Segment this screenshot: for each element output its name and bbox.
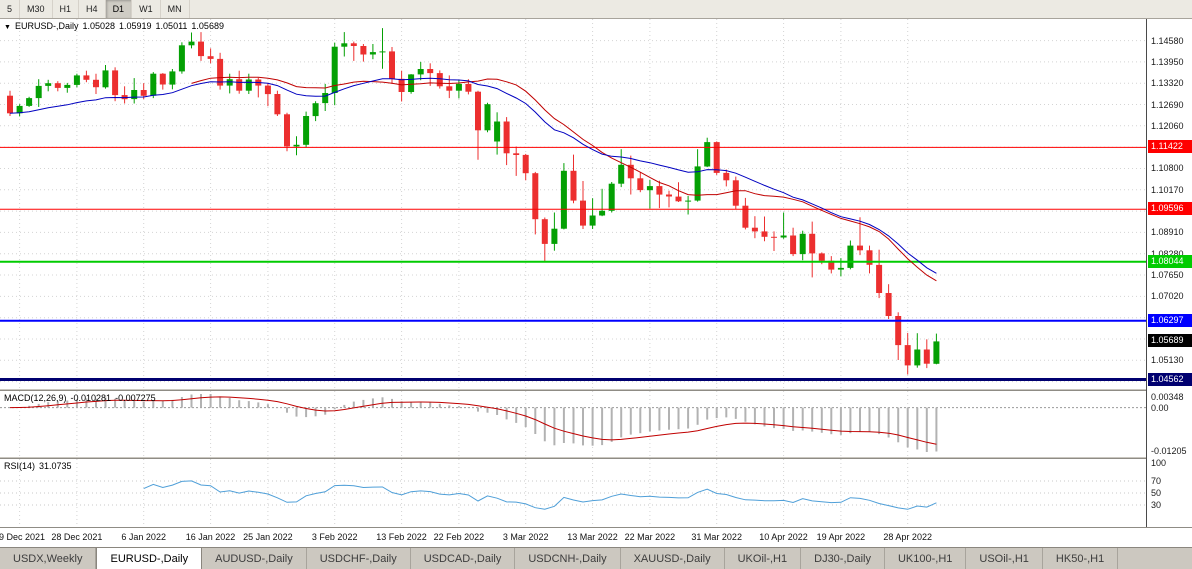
chart-tab-ukoil-h1[interactable]: UKOil-,H1 <box>725 548 802 569</box>
price-tick: 1.13320 <box>1151 78 1184 89</box>
timeframe-button-5[interactable]: 5 <box>0 0 21 18</box>
date-label: 22 Feb 2022 <box>433 532 485 542</box>
symbol-label: EURUSD-,Daily <box>14 21 79 31</box>
price-tick: 1.14580 <box>1151 35 1184 46</box>
date-label: 10 Apr 2022 <box>759 532 808 542</box>
chart-tabs: USDX,Weekly EURUSD-,Daily AUDUSD-,Daily USD… <box>0 547 1192 569</box>
macd-indicator-label: MACD(12,26,9) -0.010281 -0.007275 <box>4 393 160 403</box>
macd-axis-min: -0.01205 <box>1151 446 1187 456</box>
pane-splitter-macd[interactable] <box>0 389 1192 391</box>
macd-axis-max: 0.00348 <box>1151 392 1184 402</box>
chart-tab-xauusd-daily[interactable]: XAUUSD-,Daily <box>621 548 725 569</box>
rsi-indicator-label: RSI(14) 31.0735 <box>4 461 76 471</box>
price-tick: 1.13950 <box>1151 56 1184 67</box>
timeframe-button-mn[interactable]: MN <box>161 0 190 18</box>
chart-tab-uk100-h1[interactable]: UK100-,H1 <box>885 548 967 569</box>
chart-tab-dj30-daily[interactable]: DJ30-,Daily <box>801 548 885 569</box>
timeframe-button-h4[interactable]: H4 <box>79 0 106 18</box>
price-tick: 1.05130 <box>1151 355 1184 366</box>
date-label: 28 Apr 2022 <box>883 532 932 542</box>
price-tick: 1.07020 <box>1151 291 1184 302</box>
date-label: 16 Jan 2022 <box>185 532 236 542</box>
macd-axis-zero: 0.00 <box>1151 402 1169 413</box>
chart-tab-audusd-daily[interactable]: AUDUSD-,Daily <box>202 548 307 569</box>
chart-ohlc-label: ▼ EURUSD-,Daily 1.05028 1.05919 1.05011 1.056… <box>4 21 228 31</box>
rsi-axis-tick: 100 <box>1151 458 1167 468</box>
chart-tab-usdcad-daily[interactable]: USDCAD-,Daily <box>411 548 516 569</box>
price-tick: 1.08280 <box>1151 249 1184 259</box>
date-label: 6 Jan 2022 <box>121 532 166 542</box>
timeframe-button-h1[interactable]: H1 <box>53 0 80 18</box>
macd-name: MACD(12,26,9) <box>4 393 67 403</box>
open-value: 1.05028 <box>82 21 115 31</box>
chart-tab-hk50-h1[interactable]: HK50-,H1 <box>1043 548 1119 569</box>
price-tick: 1.10800 <box>1151 163 1184 174</box>
macd-signal-value: -0.007275 <box>115 393 156 403</box>
main-chart-canvas[interactable] <box>0 19 1146 389</box>
level-price-badge: 1.04562 <box>1148 372 1192 386</box>
date-label: 3 Feb 2022 <box>311 532 358 542</box>
date-label: 25 Jan 2022 <box>243 532 293 542</box>
close-value: 1.05689 <box>191 21 224 31</box>
price-tick: 1.07650 <box>1151 270 1184 281</box>
price-scale[interactable]: 1.14580 1.13950 1.13320 1.12690 1.12060 1.114… <box>1146 19 1192 527</box>
pane-splitter-rsi[interactable] <box>0 457 1192 459</box>
date-label: 22 Mar 2022 <box>624 532 676 542</box>
price-tick: 1.08910 <box>1151 227 1184 238</box>
current-price-badge: 1.05689 <box>1148 334 1192 348</box>
chart-tab-usdcnh-daily[interactable]: USDCNH-,Daily <box>515 548 621 569</box>
date-label: 13 Feb 2022 <box>376 532 427 542</box>
level-price-badge: 1.08044 <box>1148 254 1192 268</box>
time-scale[interactable]: 19 Dec 2021 28 Dec 2021 6 Jan 2022 16 Jan 2… <box>0 527 1192 547</box>
rsi-axis-tick: 50 <box>1151 488 1162 498</box>
level-price-badge: 1.11422 <box>1148 140 1192 154</box>
timeframe-button-d1[interactable]: D1 <box>105 0 133 18</box>
date-label: 19 Apr 2022 <box>816 532 866 542</box>
rsi-name: RSI(14) <box>4 461 36 471</box>
timeframe-button-w1[interactable]: W1 <box>132 0 161 18</box>
chart-collapse-icon[interactable]: ▼ <box>4 24 11 31</box>
macd-canvas[interactable] <box>0 391 1146 457</box>
chart-tab-usdchf-daily[interactable]: USDCHF-,Daily <box>307 548 411 569</box>
rsi-axis-tick: 70 <box>1151 476 1162 486</box>
low-value: 1.05011 <box>155 21 188 31</box>
price-tick: 1.12060 <box>1151 120 1184 131</box>
timeframe-toolbar: 5 M30 H1 H4 D1 W1 MN <box>0 0 1192 19</box>
date-label: 31 Mar 2022 <box>691 532 742 542</box>
price-tick: 1.10170 <box>1151 184 1184 195</box>
chart-tab-usoil-h1[interactable]: USOil-,H1 <box>966 548 1043 569</box>
date-label: 3 Mar 2022 <box>502 532 549 542</box>
date-label: 28 Dec 2021 <box>51 532 103 542</box>
timeframe-button-m30[interactable]: M30 <box>20 0 53 18</box>
level-price-badge: 1.09596 <box>1148 202 1192 216</box>
date-label: 19 Dec 2021 <box>0 532 46 542</box>
chart-tab-usdx-weekly[interactable]: USDX,Weekly <box>0 548 97 569</box>
price-tick: 1.12690 <box>1151 99 1184 110</box>
rsi-canvas[interactable] <box>0 459 1146 527</box>
rsi-axis-tick: 30 <box>1151 500 1162 510</box>
chart-tab-eurusd-daily[interactable]: EURUSD-,Daily <box>96 548 203 569</box>
rsi-value: 31.0735 <box>39 461 72 471</box>
chart-area[interactable]: ▼ EURUSD-,Daily 1.05028 1.05919 1.05011 1.056… <box>0 19 1192 547</box>
level-price-badge: 1.06297 <box>1148 313 1192 327</box>
high-value: 1.05919 <box>119 21 152 31</box>
macd-main-value: -0.010281 <box>70 393 112 403</box>
date-label: 13 Mar 2022 <box>567 532 618 542</box>
